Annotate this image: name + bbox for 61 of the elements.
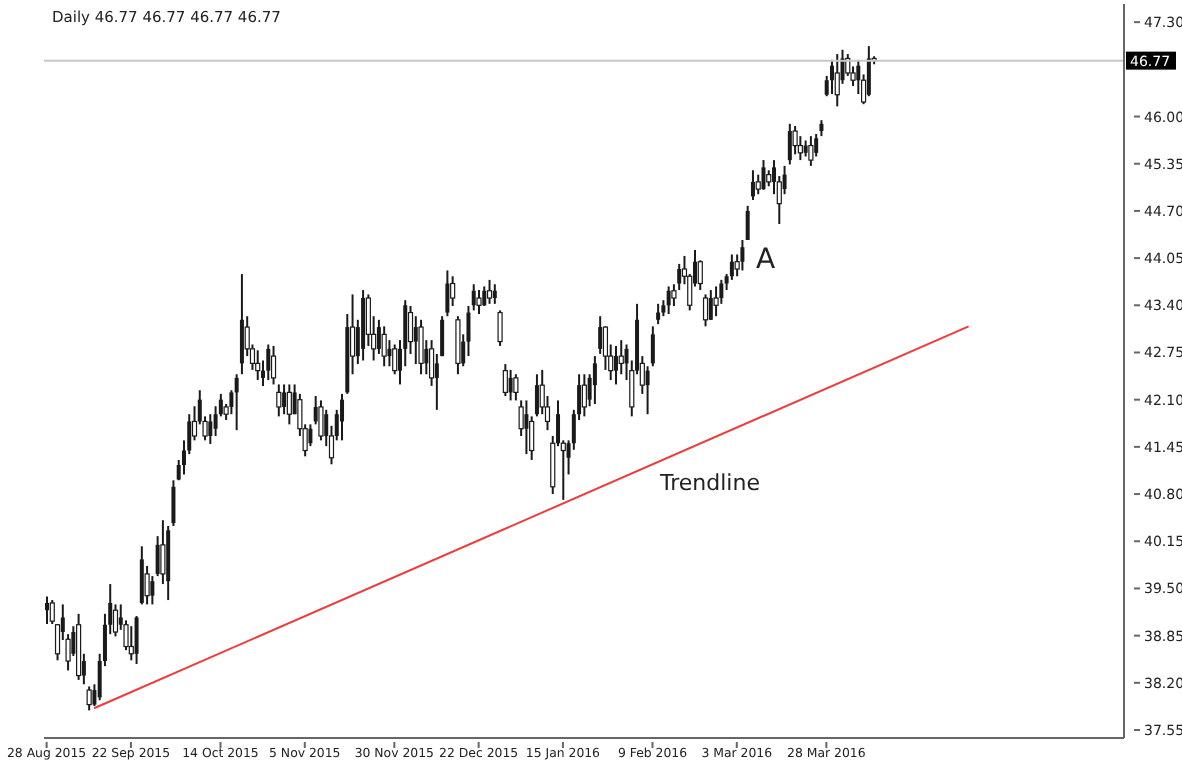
candlestick <box>702 293 709 328</box>
candlestick <box>650 325 655 368</box>
candlestick <box>866 45 871 98</box>
candlestick <box>128 625 134 662</box>
candlestick <box>761 159 766 191</box>
candlestick <box>340 392 345 442</box>
candlestick <box>450 275 456 308</box>
candlestick <box>708 289 713 321</box>
candlestick <box>171 479 176 527</box>
candlestick <box>482 285 487 308</box>
candlestick <box>286 383 292 426</box>
candlestick <box>139 545 144 606</box>
candlestick <box>592 355 597 406</box>
candlestick <box>598 315 603 355</box>
candlestick <box>645 365 650 416</box>
candlestick <box>418 318 424 376</box>
candlestick <box>618 339 624 376</box>
candlestick <box>49 599 55 626</box>
candlestick <box>745 204 750 241</box>
candlestick <box>466 305 471 358</box>
candlestick <box>471 283 476 312</box>
series-label: Trendline <box>660 470 760 496</box>
candlestick <box>86 685 92 712</box>
annotation: A <box>756 244 776 276</box>
candlestick <box>208 413 213 445</box>
candlestick <box>581 373 587 418</box>
candlestick <box>524 399 529 456</box>
candlestick <box>381 325 387 368</box>
candlestick <box>282 383 287 416</box>
candlestick <box>856 58 861 96</box>
candlestick <box>234 373 239 432</box>
candlestick <box>455 315 461 376</box>
candlestick <box>486 278 493 305</box>
candlestick <box>508 368 513 402</box>
candlestick <box>239 273 244 376</box>
candlestick <box>834 53 840 108</box>
candlestick <box>792 124 798 156</box>
candlestick <box>45 595 49 626</box>
candlestick <box>276 383 282 418</box>
candlestick <box>534 373 539 418</box>
candlestick <box>445 269 450 318</box>
candlestick <box>318 399 324 442</box>
candlestick <box>270 344 277 386</box>
candlestick <box>666 285 671 316</box>
candlestick <box>476 289 482 316</box>
candlestick <box>134 615 139 665</box>
candlestick <box>308 423 313 448</box>
candlestick <box>613 344 618 386</box>
candlestick <box>713 285 719 318</box>
candlestick <box>266 343 271 382</box>
candlestick <box>656 302 661 326</box>
candlestick <box>808 135 814 167</box>
candlestick <box>255 349 261 382</box>
candlestick <box>740 238 745 272</box>
candlestick <box>497 309 503 347</box>
candlestick <box>787 122 792 166</box>
candlestick <box>492 283 497 305</box>
candlestick <box>513 373 519 402</box>
candlestick <box>502 363 508 398</box>
candlestick <box>750 169 755 202</box>
candlestick <box>392 343 398 376</box>
